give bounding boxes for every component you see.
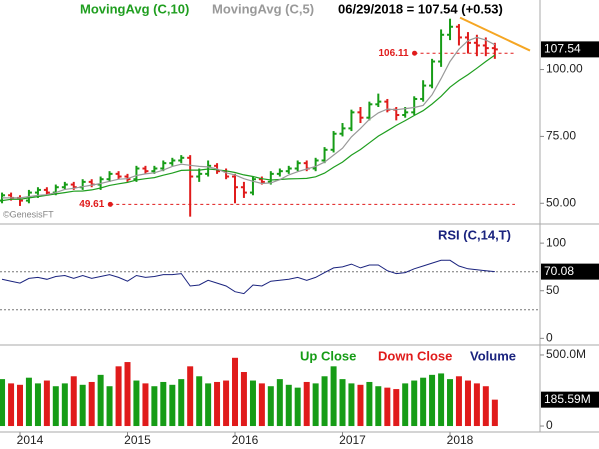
volume-bar	[196, 376, 203, 427]
volume-legend: Volume	[470, 348, 516, 363]
volume-legend: Up Close	[300, 348, 356, 363]
y-tick-label: 75.00	[546, 129, 576, 143]
volume-bar	[312, 383, 319, 427]
volume-bar	[124, 362, 131, 427]
volume-bar	[0, 379, 6, 427]
last-value-label: 107.54	[544, 42, 581, 56]
x-tick-label: 2016	[232, 433, 259, 447]
legend-ma10: MovingAvg (C,10)	[80, 1, 189, 16]
volume-bar	[16, 384, 23, 427]
volume-bar	[70, 376, 77, 427]
support-dot	[107, 201, 113, 207]
volume-bar	[214, 381, 221, 427]
volume-bar	[205, 383, 212, 427]
volume-legend: Down Close	[378, 348, 452, 363]
volume-bar	[321, 376, 328, 427]
volume-bar	[240, 372, 247, 427]
last-value-label: 70.08	[544, 264, 574, 278]
volume-bar	[52, 386, 59, 427]
volume-bar	[455, 376, 462, 427]
last-value-box	[541, 41, 599, 58]
volume-bar	[25, 377, 32, 427]
source: ©GenesisFT	[3, 209, 54, 219]
volume-bar	[8, 383, 15, 427]
moving-average	[2, 36, 496, 199]
volume-bar	[79, 384, 86, 427]
volume-bar	[115, 366, 122, 427]
volume-bar	[375, 386, 382, 427]
volume-bar	[88, 381, 95, 427]
volume-bar	[366, 381, 373, 427]
volume-bar	[285, 384, 292, 427]
volume-bar	[133, 380, 140, 427]
y-tick-label: 100.00	[546, 62, 583, 76]
volume-bar	[294, 387, 301, 427]
volume-bar	[258, 383, 265, 427]
rsi-line	[1, 259, 495, 295]
rsi-title: RSI (C,14,T)	[438, 227, 511, 242]
support-label: 49.61	[79, 199, 104, 210]
volume-bar	[267, 386, 274, 427]
x-tick-label: 2017	[339, 433, 366, 447]
volume-bar	[97, 374, 104, 427]
volume-bar	[429, 374, 436, 427]
last-value-box	[541, 263, 599, 280]
volume-bar	[447, 379, 454, 427]
volume-bar	[276, 379, 283, 427]
y-tick-label: 50	[546, 283, 560, 297]
y-tick-label: 0	[546, 418, 553, 432]
volume-bar	[303, 381, 310, 427]
volume-bar	[178, 379, 185, 427]
volume-bar	[249, 380, 256, 427]
volume-bar	[339, 379, 346, 427]
y-tick-label: 0	[546, 331, 553, 345]
volume-bar	[151, 386, 158, 427]
volume-bar	[438, 373, 445, 427]
volume-bar	[473, 383, 480, 427]
trendline	[459, 16, 531, 52]
support-label: 106.11	[378, 48, 408, 59]
last-value-box	[541, 391, 599, 408]
volume-bar	[420, 377, 427, 427]
support-dot	[412, 50, 418, 56]
volume-bar	[411, 380, 418, 427]
volume-bar	[187, 366, 194, 427]
volume-bar	[142, 383, 149, 427]
volume-bar	[330, 366, 337, 427]
volume-bar	[402, 383, 409, 427]
volume-bar	[393, 389, 400, 427]
y-tick-label: 500.0M	[546, 347, 586, 361]
x-tick-label: 2018	[447, 433, 474, 447]
y-tick-label: 50.00	[546, 195, 576, 209]
volume-bar	[232, 357, 239, 427]
volume-bar	[491, 399, 498, 427]
last-value-label: 185.59M	[544, 392, 591, 406]
x-tick-label: 2015	[124, 433, 151, 447]
moving-average	[1, 54, 496, 202]
legend-ma5: MovingAvg (C,5)	[212, 1, 314, 16]
y-tick-label: 100	[546, 235, 566, 249]
volume-bar	[34, 383, 41, 427]
x-tick-label: 2014	[17, 433, 44, 447]
volume-bar	[106, 386, 113, 427]
volume-bar	[384, 387, 391, 427]
volume-bar	[464, 380, 471, 427]
volume-bar	[61, 383, 68, 427]
volume-bar	[357, 384, 364, 427]
volume-bar	[43, 380, 50, 427]
volume-bar	[169, 384, 176, 427]
volume-bar	[160, 381, 167, 427]
chart-title: 06/29/2018 = 107.54 (+0.53)	[338, 1, 503, 16]
volume-bar	[482, 386, 489, 427]
volume-bar	[348, 383, 355, 427]
volume-bar	[223, 380, 230, 427]
